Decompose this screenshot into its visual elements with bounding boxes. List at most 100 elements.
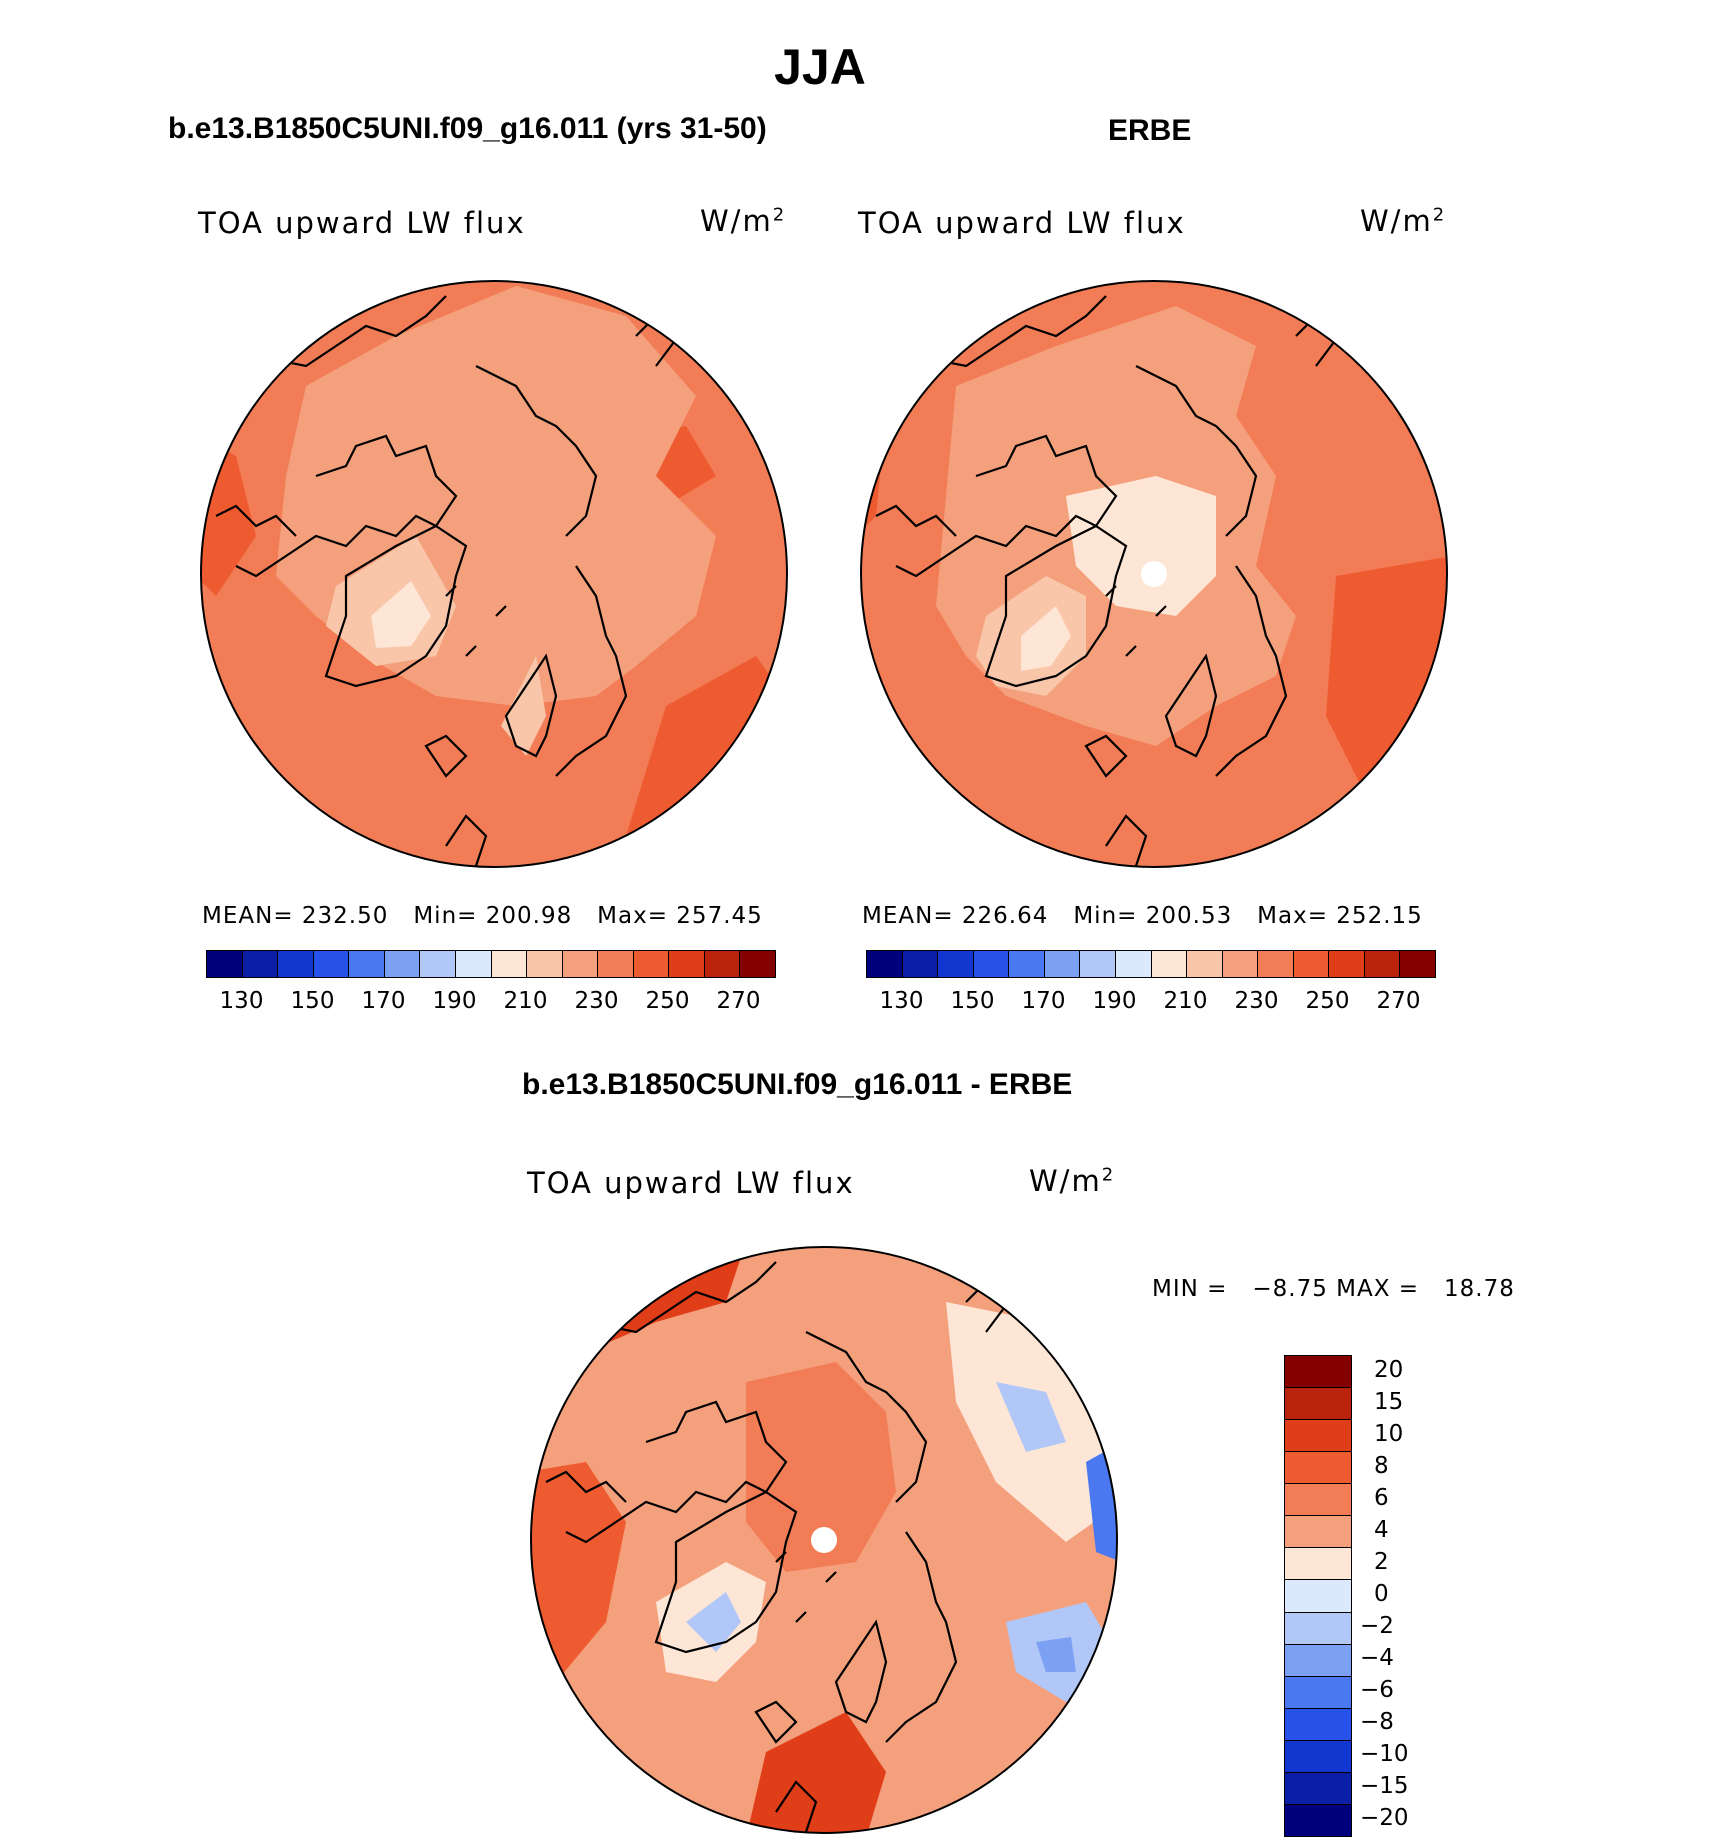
colorbar-tick-label: 8 bbox=[1374, 1453, 1389, 1480]
colorbar-segment bbox=[1187, 951, 1223, 977]
panel-2-colorbar bbox=[866, 950, 1436, 978]
colorbar-tick-label: 270 bbox=[1376, 988, 1421, 1014]
colorbar-tick-label: 20 bbox=[1374, 1357, 1404, 1384]
colorbar-tick-label: 250 bbox=[1305, 988, 1350, 1014]
colorbar-tick-label: 250 bbox=[645, 988, 690, 1014]
colorbar-segment bbox=[491, 951, 528, 977]
colorbar-segment bbox=[384, 951, 421, 977]
diff-field-central bbox=[746, 1362, 896, 1572]
panel-2-field-greenland-inner bbox=[1021, 606, 1071, 671]
colorbar-tick-label: −15 bbox=[1360, 1773, 1409, 1800]
colorbar-tick-label: −6 bbox=[1360, 1677, 1394, 1704]
colorbar-segment bbox=[633, 951, 670, 977]
colorbar-segment bbox=[1285, 1772, 1351, 1805]
colorbar-segment bbox=[349, 951, 385, 977]
diff-field-greenland-neg bbox=[686, 1592, 741, 1652]
colorbar-segment bbox=[867, 951, 903, 977]
panel-1-stats: MEAN= 232.50 Min= 200.98 Max= 257.45 bbox=[202, 903, 763, 929]
colorbar-tick-label: 150 bbox=[950, 988, 995, 1014]
panel-2-map-border bbox=[860, 280, 1448, 868]
colorbar-segment bbox=[527, 951, 563, 977]
panel-2-map bbox=[860, 280, 1448, 868]
diff-panel-map bbox=[530, 1246, 1118, 1834]
colorbar-tick-label: 230 bbox=[574, 988, 619, 1014]
colorbar-tick-label: 190 bbox=[1092, 988, 1137, 1014]
colorbar-segment bbox=[1285, 1548, 1351, 1581]
colorbar-tick-label: −4 bbox=[1360, 1645, 1394, 1672]
panel-2-stats: MEAN= 226.64 Min= 200.53 Max= 252.15 bbox=[862, 903, 1423, 929]
colorbar-tick-label: 130 bbox=[219, 988, 264, 1014]
colorbar-segment bbox=[704, 951, 741, 977]
colorbar-segment bbox=[562, 951, 599, 977]
colorbar-tick-label: −20 bbox=[1360, 1805, 1409, 1832]
panel-1-variable: TOA upward LW flux bbox=[198, 206, 526, 240]
diff-panel-variable: TOA upward LW flux bbox=[527, 1166, 855, 1200]
panel-2-field-pole bbox=[1066, 476, 1216, 616]
diff-field-neg-se-core bbox=[1036, 1637, 1076, 1672]
colorbar-tick-label: 150 bbox=[290, 988, 335, 1014]
colorbar-segment bbox=[1080, 951, 1116, 977]
diff-colorbar bbox=[1284, 1355, 1352, 1837]
panel-2-pole-hole bbox=[1141, 561, 1167, 587]
colorbar-tick-label: 6 bbox=[1374, 1485, 1389, 1512]
colorbar-segment bbox=[1285, 1580, 1351, 1613]
colorbar-segment bbox=[242, 951, 279, 977]
colorbar-segment bbox=[1285, 1484, 1351, 1517]
colorbar-segment bbox=[1285, 1516, 1351, 1549]
colorbar-segment bbox=[1115, 951, 1152, 977]
colorbar-segment bbox=[1285, 1356, 1351, 1389]
colorbar-segment bbox=[740, 951, 775, 977]
colorbar-tick-label: 190 bbox=[432, 988, 477, 1014]
colorbar-tick-label: −10 bbox=[1360, 1741, 1409, 1768]
colorbar-segment bbox=[1285, 1740, 1351, 1773]
colorbar-tick-label: 2 bbox=[1374, 1549, 1389, 1576]
colorbar-segment bbox=[1009, 951, 1045, 977]
colorbar-segment bbox=[1285, 1676, 1351, 1709]
diff-field-strong-s bbox=[746, 1712, 886, 1833]
colorbar-tick-label: 10 bbox=[1374, 1421, 1404, 1448]
colorbar-segment bbox=[207, 951, 243, 977]
colorbar-segment bbox=[1285, 1804, 1351, 1836]
panel-2-title: ERBE bbox=[1108, 114, 1192, 147]
panel-1-field-central-n bbox=[546, 316, 626, 386]
colorbar-segment bbox=[1329, 951, 1365, 977]
colorbar-segment bbox=[902, 951, 939, 977]
diff-colorbar-ticks: 20 15 10 8 6 4 2 0 −2 −4 −6 −8 −10 −15 −20 bbox=[1360, 1355, 1460, 1835]
colorbar-tick-label: 170 bbox=[1021, 988, 1066, 1014]
colorbar-segment bbox=[1044, 951, 1081, 977]
colorbar-tick-label: 15 bbox=[1374, 1389, 1404, 1416]
colorbar-segment bbox=[1285, 1612, 1351, 1645]
colorbar-segment bbox=[1258, 951, 1294, 977]
colorbar-segment bbox=[1285, 1452, 1351, 1485]
colorbar-segment bbox=[669, 951, 705, 977]
colorbar-segment bbox=[973, 951, 1010, 977]
main-title: JJA bbox=[774, 39, 866, 95]
colorbar-segment bbox=[1285, 1708, 1351, 1741]
panel-1-colorbar bbox=[206, 950, 776, 978]
colorbar-segment bbox=[1285, 1388, 1351, 1421]
colorbar-tick-label: 210 bbox=[1163, 988, 1208, 1014]
colorbar-tick-label: 270 bbox=[716, 988, 761, 1014]
colorbar-segment bbox=[598, 951, 634, 977]
panel-1-map-border bbox=[200, 280, 788, 868]
panel-1-field-greenland-inner bbox=[371, 581, 431, 648]
colorbar-tick-label: 4 bbox=[1374, 1517, 1389, 1544]
panel-1-map bbox=[200, 280, 788, 868]
colorbar-segment bbox=[1285, 1644, 1351, 1677]
colorbar-segment bbox=[1293, 951, 1330, 977]
colorbar-segment bbox=[1285, 1420, 1351, 1453]
colorbar-tick-label: 130 bbox=[879, 988, 924, 1014]
diff-pole-hole bbox=[811, 1527, 837, 1553]
diff-panel-units: W/m2 bbox=[1029, 1164, 1116, 1198]
colorbar-segment bbox=[420, 951, 456, 977]
panel-2-colorbar-ticks: 130 150 170 190 210 230 250 270 bbox=[866, 988, 1434, 1018]
diff-stats: MIN = −8.75 MAX = 18.78 bbox=[1152, 1276, 1515, 1302]
colorbar-segment bbox=[1364, 951, 1401, 977]
panel-2-units: W/m2 bbox=[1360, 204, 1447, 238]
panel-2-variable: TOA upward LW flux bbox=[858, 206, 1186, 240]
panel-1-field-scandinavia bbox=[501, 656, 546, 756]
panel-1-colorbar-ticks: 130 150 170 190 210 230 250 270 bbox=[206, 988, 774, 1018]
colorbar-tick-label: 210 bbox=[503, 988, 548, 1014]
colorbar-segment bbox=[1151, 951, 1188, 977]
colorbar-segment bbox=[1222, 951, 1259, 977]
